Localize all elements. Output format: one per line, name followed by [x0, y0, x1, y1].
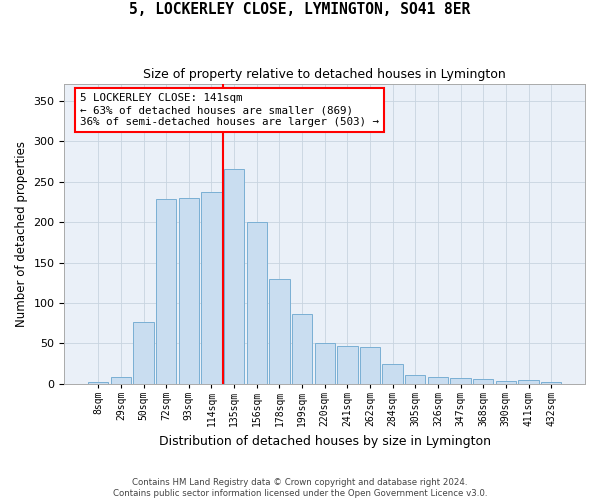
Bar	[496, 380, 516, 384]
Bar	[428, 376, 448, 384]
Bar	[314, 344, 335, 384]
Title: Size of property relative to detached houses in Lymington: Size of property relative to detached ho…	[143, 68, 506, 80]
Bar	[518, 380, 539, 384]
Text: 5, LOCKERLEY CLOSE, LYMINGTON, SO41 8ER: 5, LOCKERLEY CLOSE, LYMINGTON, SO41 8ER	[130, 2, 470, 18]
Text: 5 LOCKERLEY CLOSE: 141sqm
← 63% of detached houses are smaller (869)
36% of semi: 5 LOCKERLEY CLOSE: 141sqm ← 63% of detac…	[80, 94, 379, 126]
Bar	[201, 192, 221, 384]
Bar	[224, 170, 244, 384]
Bar	[541, 382, 562, 384]
Bar	[156, 200, 176, 384]
Bar	[451, 378, 471, 384]
Bar	[269, 278, 290, 384]
Bar	[88, 382, 109, 384]
Bar	[133, 322, 154, 384]
Bar	[111, 378, 131, 384]
Bar	[292, 314, 312, 384]
Bar	[179, 198, 199, 384]
Bar	[473, 379, 493, 384]
Text: Contains HM Land Registry data © Crown copyright and database right 2024.
Contai: Contains HM Land Registry data © Crown c…	[113, 478, 487, 498]
Bar	[337, 346, 358, 384]
X-axis label: Distribution of detached houses by size in Lymington: Distribution of detached houses by size …	[159, 434, 491, 448]
Bar	[360, 346, 380, 384]
Bar	[405, 375, 425, 384]
Bar	[247, 222, 267, 384]
Y-axis label: Number of detached properties: Number of detached properties	[15, 141, 28, 327]
Bar	[382, 364, 403, 384]
